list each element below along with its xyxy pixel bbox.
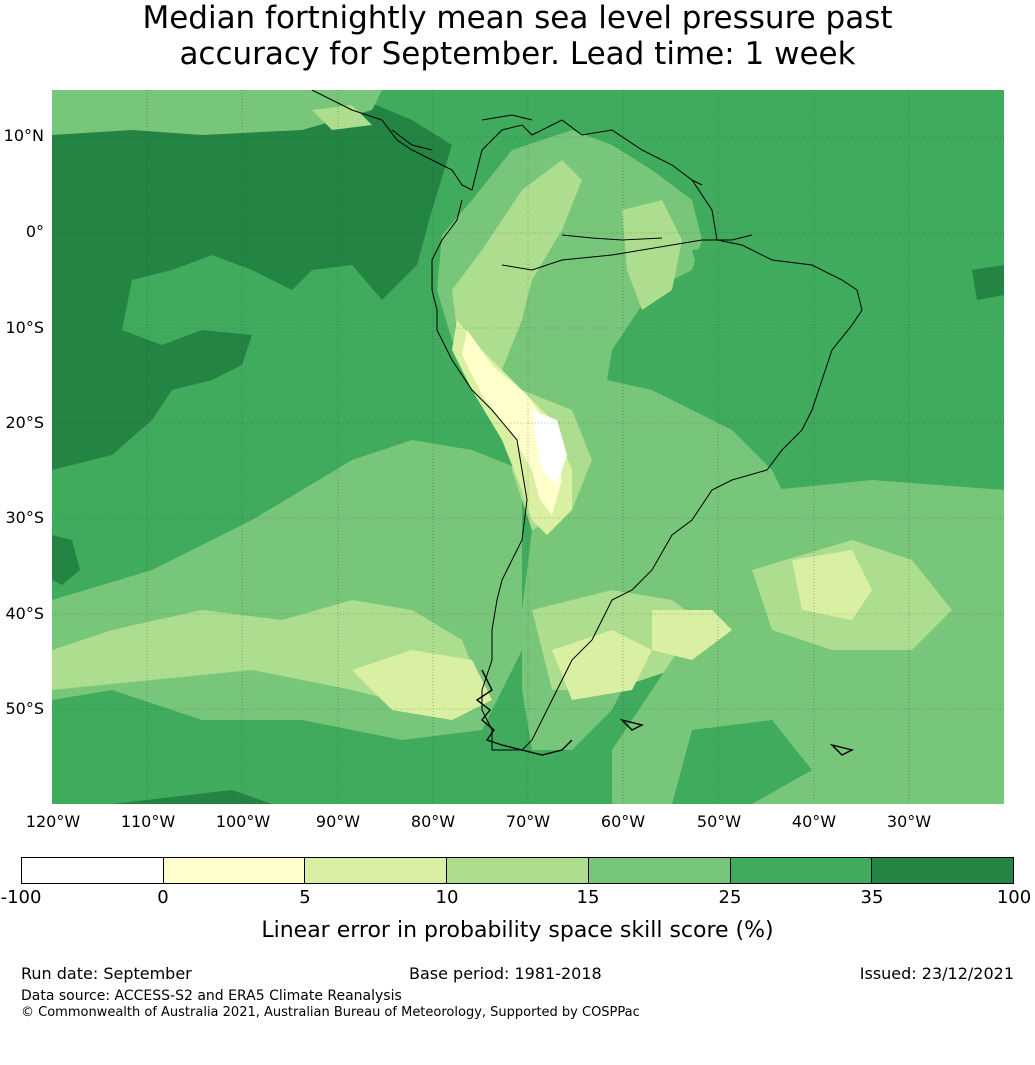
colorbar-segment-4 [447,858,589,883]
lat-label-20s: 20°S [5,413,44,432]
lon-label-60w: 60°W [600,812,646,831]
copyright: © Commonwealth of Australia 2021, Austra… [21,1005,640,1020]
field-north-band [52,90,382,135]
lon-label-80w: 80°W [410,812,456,831]
colorbar-tick-5: 5 [299,887,311,908]
graticule [52,90,1004,804]
lat-label-30s: 30°S [5,508,44,527]
coastline-amazon [501,234,753,271]
field-brazil-dark [692,240,892,410]
colorbar-segment-3 [305,858,448,883]
field-continent-light-1 [452,160,582,370]
lat-label-50s: 50°S [5,699,44,718]
lat-label-40s: 40°S [5,604,44,623]
colorbar-tick-minus100: -100 [0,887,42,908]
lat-label-0: 0° [25,222,44,241]
field-dark-pacific [52,95,452,470]
lat-label-10n: 10°N [3,126,44,145]
field-continent-light-2 [622,200,682,310]
colorbar-segment-2 [163,858,306,883]
colorbar-tick-35: 35 [860,887,884,908]
base-period: Base period: 1981-2018 [409,964,602,983]
field-south-light-2 [352,650,492,720]
colorbar [21,857,1014,884]
field-atlantic-dark [672,720,812,804]
lon-label-50w: 50°W [696,812,742,831]
colorbar-tick-15: 15 [576,887,600,908]
title-line-1: Median fortnightly mean sea level pressu… [142,0,893,36]
lon-label-70w: 70°W [505,812,551,831]
coastline-caribbean [391,114,703,186]
lon-label-30w: 30°W [886,812,932,831]
field-atlantic-pale [792,550,872,620]
colorbar-tick-100: 100 [996,887,1032,908]
field-dark-atlantic [972,265,1004,300]
lon-label-40w: 40°W [791,812,837,831]
skill-score-map [52,90,1004,804]
data-source: Data source: ACCESS-S2 and ERA5 Climate … [21,988,402,1004]
field-andes-white [532,410,567,485]
title-line-2: accuracy for September. Lead time: 1 wee… [179,36,856,72]
coastline-south-america [311,90,863,751]
colorbar-tick-0: 0 [157,887,169,908]
field-andes-yellow [462,330,562,515]
lon-label-120w: 120°W [25,812,81,831]
lon-label-110w: 110°W [120,812,176,831]
lat-label-10s: 10°S [5,318,44,337]
colorbar-segment-1 [22,858,164,883]
coastline-patagonia-islands [475,669,855,756]
colorbar-segment-5 [588,858,731,883]
colorbar-segment-7 [872,858,1014,883]
lon-label-100w: 100°W [215,812,271,831]
colorbar-tick-10: 10 [435,887,459,908]
colorbar-label: Linear error in probability space skill … [261,918,774,943]
field-continent-light-5 [552,630,652,700]
field-dark-south [112,790,272,804]
field-dark-west [52,535,80,585]
field-atlantic-yellow [652,610,732,660]
colorbar-segment-6 [730,858,873,883]
issued-date: Issued: 23/12/2021 [859,964,1014,983]
colorbar-tick-25: 25 [718,887,742,908]
lon-label-90w: 90°W [315,812,361,831]
map-title: Median fortnightly mean sea level pressu… [0,0,1035,72]
run-date: Run date: September [21,964,192,983]
